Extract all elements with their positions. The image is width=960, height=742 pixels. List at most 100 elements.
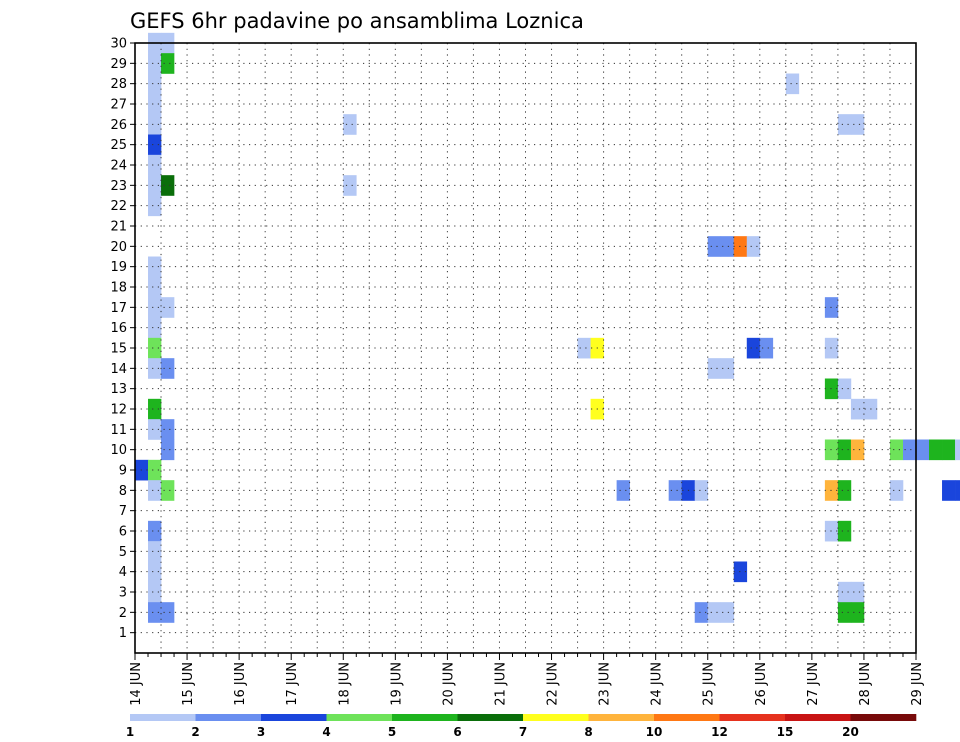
colorbar-swatch (261, 714, 327, 721)
colorbar-swatch (785, 714, 851, 721)
heatmap-cell (694, 480, 709, 501)
y-tick-label: 21 (110, 220, 127, 235)
y-tick-label: 17 (110, 301, 127, 316)
heatmap-cell (707, 602, 722, 623)
colorbar-label: 3 (257, 725, 265, 739)
x-tick-label: 19 JUN (389, 662, 404, 706)
heatmap-cell (720, 358, 735, 379)
heatmap-cell (616, 480, 630, 501)
y-tick-label: 4 (119, 565, 127, 580)
heatmap-cell (733, 561, 748, 583)
heatmap-cell (148, 93, 162, 115)
heatmap-cell (668, 480, 682, 501)
colorbar-label: 20 (842, 725, 859, 739)
colorbar-swatch (195, 714, 262, 721)
heatmap-cell (148, 520, 162, 542)
colorbar: 1 2 3 4 5 6 7 8 10 12 15 20 (126, 714, 917, 739)
colorbar-swatch (130, 714, 196, 721)
y-tick-label: 19 (110, 260, 127, 275)
y-tick-label: 25 (110, 138, 127, 153)
heatmap-cell (148, 195, 162, 217)
heatmap-cell (785, 73, 800, 95)
heatmap-cell (161, 53, 175, 74)
y-tick-label: 14 (110, 362, 127, 377)
heatmap-cell (746, 236, 761, 257)
heatmap-cell (850, 581, 865, 603)
colorbar-swatch (719, 714, 786, 721)
heatmap-cell (148, 114, 162, 135)
heatmap-cell (148, 398, 162, 420)
colorbar-label: 6 (453, 725, 461, 739)
heatmap-cell (850, 398, 865, 420)
heatmap-cell (694, 602, 709, 623)
heatmap-cell (746, 337, 761, 359)
y-tick-label: 3 (119, 586, 127, 601)
y-tick-label: 12 (110, 403, 127, 418)
colorbar-label: 15 (777, 725, 794, 739)
heatmap-cell (720, 236, 735, 257)
x-tick-label: 14 JUN (129, 662, 144, 706)
heatmap-cell (850, 439, 865, 461)
heatmap-cell (148, 459, 162, 481)
heatmap-cell (759, 337, 774, 359)
colorbar-swatch (326, 714, 393, 721)
heatmap-cell (955, 439, 960, 461)
heatmap-cell (148, 561, 162, 583)
heatmap-cell (707, 358, 722, 379)
chart-title: GEFS 6hr padavine po ansamblima Loznica (130, 9, 584, 33)
heatmap-cell (148, 602, 162, 623)
x-tick-label: 15 JUN (181, 662, 196, 706)
heatmap-cell (148, 256, 162, 278)
heatmap-cell (148, 53, 162, 74)
heatmap-cell (161, 439, 175, 461)
y-tick-label: 2 (119, 606, 127, 621)
x-tick-label: 17 JUN (285, 662, 300, 706)
heatmap-cell (902, 439, 917, 461)
colorbar-swatch (523, 714, 589, 721)
heatmap-cell (148, 154, 162, 176)
heatmap-cell (837, 480, 852, 501)
heatmap-cell (161, 358, 175, 379)
heatmap-cell (148, 134, 162, 156)
x-tick-label: 25 JUN (702, 662, 717, 706)
y-tick-label: 5 (119, 545, 127, 560)
y-tick-label: 22 (110, 199, 127, 214)
heatmap-cell (148, 276, 162, 298)
heatmap-cell (929, 439, 943, 461)
heatmap-cell (577, 337, 591, 359)
x-tick-label: 23 JUN (598, 662, 613, 706)
heatmap-cell (916, 439, 930, 461)
heatmap-cell (161, 602, 175, 623)
colorbar-label: 7 (519, 725, 527, 739)
y-tick-label: 13 (110, 382, 127, 397)
colorbar-label: 4 (322, 725, 330, 739)
heatmap-cell (837, 378, 852, 400)
x-tick-label: 24 JUN (650, 662, 665, 706)
y-tick-label: 29 (110, 57, 127, 72)
heatmap-cell (161, 175, 175, 196)
heatmap-cell (161, 419, 175, 440)
y-tick-label: 24 (110, 159, 127, 174)
heatmap-cell (148, 297, 162, 318)
colorbar-label: 10 (646, 725, 663, 739)
x-tick-label: 26 JUN (754, 662, 769, 706)
colorbar-swatch (588, 714, 655, 721)
heatmap-cell (148, 175, 162, 196)
heatmap-cell (148, 337, 162, 359)
x-tick-label: 27 JUN (806, 662, 821, 706)
y-tick-label: 27 (110, 98, 127, 113)
heatmap-cell (889, 480, 904, 501)
x-tick-label: 21 JUN (493, 662, 508, 706)
heatmap-cell (955, 480, 960, 501)
heatmap-cell (733, 236, 748, 257)
x-tick-label: 22 JUN (546, 662, 561, 706)
heatmap-cell (161, 297, 175, 318)
y-tick-label: 8 (119, 484, 127, 499)
colorbar-label: 8 (584, 725, 592, 739)
heatmap-cell (837, 602, 852, 623)
colorbar-label: 5 (388, 725, 396, 739)
colorbar-swatch (457, 714, 524, 721)
colorbar-label: 12 (711, 725, 728, 739)
heatmap-cell (850, 114, 865, 135)
